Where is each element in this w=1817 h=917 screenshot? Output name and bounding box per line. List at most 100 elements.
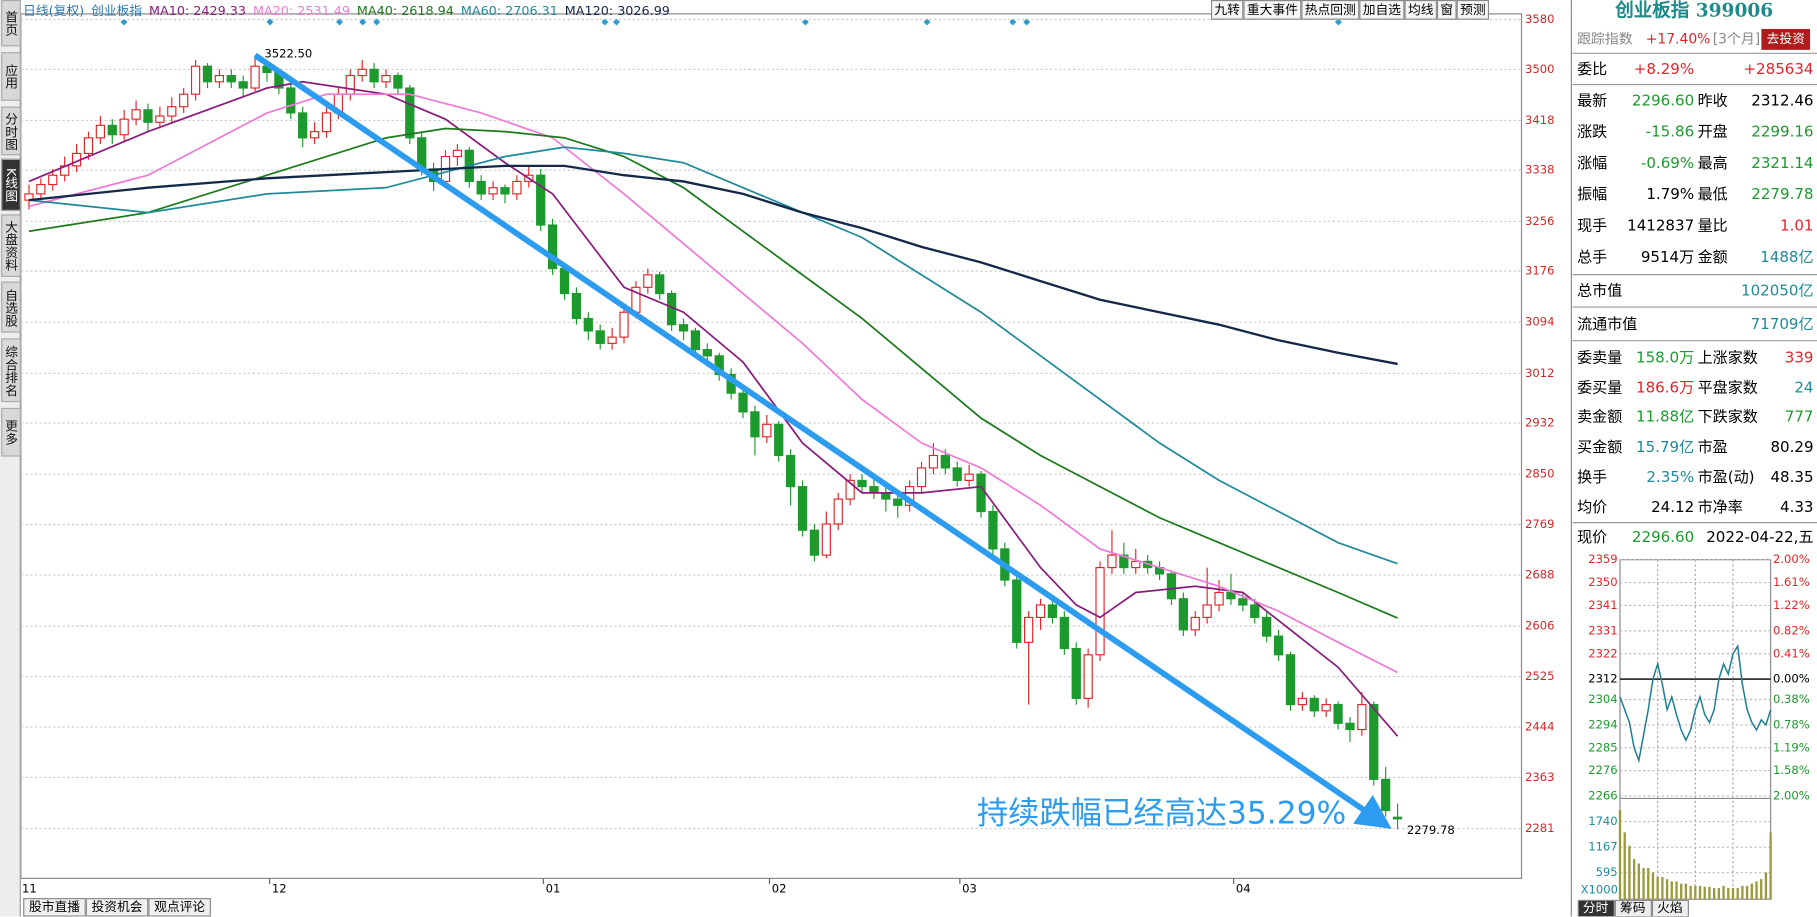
candle-body bbox=[964, 473, 974, 481]
candle-body bbox=[1357, 704, 1367, 731]
toolbar-button[interactable]: 九转 bbox=[1210, 0, 1244, 20]
quote-cell: 24 bbox=[1794, 379, 1813, 397]
quote-cell: 涨幅 bbox=[1577, 154, 1607, 172]
quote-cell: 最低 bbox=[1698, 185, 1728, 203]
candle-body bbox=[1071, 647, 1081, 699]
intraday-tab[interactable] bbox=[1614, 899, 1652, 917]
quote-cell: -0.69% bbox=[1641, 154, 1694, 172]
y-tick-label: 2769 bbox=[1525, 517, 1554, 531]
toolbar-button[interactable]: 热点回测 bbox=[1301, 0, 1360, 20]
quote-cell: +8.29% bbox=[1634, 60, 1694, 78]
invest-button[interactable] bbox=[1761, 28, 1811, 50]
invest-button-label: 去投资 bbox=[1767, 31, 1805, 47]
sidebar-tab[interactable]: 首页 bbox=[1, 0, 21, 47]
intraday-pct-label: 2.00% bbox=[1773, 789, 1810, 803]
candle-body bbox=[1202, 604, 1212, 618]
candle-body bbox=[1238, 598, 1248, 606]
volume-tick-label: 595 bbox=[1596, 865, 1618, 879]
candle-body bbox=[1226, 591, 1236, 600]
bottom-tab[interactable]: 股市直播 bbox=[23, 898, 86, 917]
candle-body bbox=[1107, 554, 1117, 569]
candle-body bbox=[405, 87, 415, 139]
volume-bar bbox=[1764, 872, 1768, 900]
candle-body bbox=[809, 529, 820, 556]
candle-body bbox=[595, 330, 605, 344]
intraday-tab[interactable] bbox=[1577, 899, 1615, 917]
quote-cell: 1488亿 bbox=[1760, 248, 1813, 266]
volume-bar bbox=[1632, 859, 1636, 900]
sidebar-tab[interactable]: 更多 bbox=[1, 407, 21, 457]
intraday-pct-label: 0.38% bbox=[1773, 692, 1810, 706]
intraday-y-label: 2350 bbox=[1588, 575, 1617, 589]
y-tick-label: 3176 bbox=[1525, 264, 1554, 278]
toolbar-button[interactable]: 重大事件 bbox=[1243, 0, 1302, 20]
candle-body bbox=[952, 467, 962, 481]
quote-cell: 2022-04-22,五 bbox=[1706, 528, 1813, 546]
candle-body bbox=[1297, 697, 1307, 706]
candle-body bbox=[547, 224, 558, 270]
volume-bar bbox=[1750, 883, 1753, 900]
index-name: 创业板指 bbox=[91, 3, 143, 19]
candle-body bbox=[286, 87, 296, 114]
candle-body bbox=[821, 523, 831, 556]
sidebar-tab[interactable]: 大盘资料 bbox=[1, 214, 21, 277]
intraday-tab[interactable] bbox=[1651, 899, 1689, 917]
sidebar-tab[interactable]: 综合排名 bbox=[1, 338, 21, 403]
volume-tick-label: 1740 bbox=[1588, 814, 1617, 828]
candle-body bbox=[678, 324, 689, 332]
candle-body bbox=[571, 292, 582, 320]
toolbar-button[interactable]: 均线 bbox=[1404, 0, 1437, 20]
volume-bar bbox=[1717, 888, 1721, 900]
bottom-tab[interactable]: 观点评论 bbox=[148, 898, 211, 917]
volume-bar bbox=[1712, 888, 1716, 900]
quote-cell: 市净率 bbox=[1698, 498, 1743, 516]
sidebar-tab[interactable]: 分时图 bbox=[1, 106, 21, 156]
quote-cell: 平盘家数 bbox=[1698, 379, 1758, 397]
candle-body bbox=[345, 74, 355, 95]
sidebar-tab[interactable]: 应用 bbox=[1, 52, 21, 101]
intraday-pct-label: 1.22% bbox=[1773, 598, 1810, 612]
x-tick-label: 02 bbox=[772, 881, 787, 895]
candle-body bbox=[1047, 604, 1058, 618]
candle-body bbox=[893, 498, 903, 506]
intraday-pct-label: 1.19% bbox=[1773, 740, 1810, 754]
candle-body bbox=[143, 109, 153, 123]
quote-cell: 现手 bbox=[1577, 216, 1607, 234]
quote-cell: -15.86 bbox=[1646, 123, 1695, 141]
y-tick-label: 3338 bbox=[1525, 163, 1554, 177]
toolbar-button[interactable]: 预测 bbox=[1456, 0, 1490, 20]
toolbar-button[interactable]: 加自选 bbox=[1359, 0, 1405, 20]
ma-line bbox=[28, 164, 1398, 366]
toolbar-button[interactable]: 窗 bbox=[1436, 0, 1457, 20]
volume-bar bbox=[1703, 886, 1706, 900]
candle-body bbox=[36, 183, 46, 195]
quote-cell: 市盈(动) bbox=[1698, 468, 1755, 486]
quote-cell: 委比 bbox=[1577, 60, 1607, 78]
bottom-tab[interactable]: 投资机会 bbox=[85, 898, 149, 917]
candle-body bbox=[1262, 616, 1272, 637]
intraday-y-label: 2285 bbox=[1588, 740, 1617, 754]
intraday-tab-label: 火焰 bbox=[1657, 901, 1682, 916]
candle-body bbox=[976, 473, 986, 513]
intraday-y-label: 2266 bbox=[1588, 789, 1617, 803]
candle-body bbox=[309, 131, 320, 139]
volume-bar bbox=[1656, 876, 1659, 900]
volume-bar bbox=[1741, 885, 1744, 900]
trend-arrow bbox=[253, 52, 1392, 829]
track-item: 跟踪指数 bbox=[1577, 31, 1633, 47]
ma-line bbox=[28, 80, 1399, 737]
y-tick-label: 2688 bbox=[1525, 568, 1554, 582]
high-label: 3522.50 bbox=[264, 47, 312, 61]
low-label: 2279.78 bbox=[1407, 823, 1455, 837]
sidebar-tab[interactable]: 自选股 bbox=[1, 281, 21, 333]
candle-body bbox=[488, 187, 498, 195]
quote-cell: 2.35% bbox=[1646, 468, 1694, 486]
sidebar-tab[interactable]: K线图 bbox=[1, 158, 21, 211]
volume-bar bbox=[1708, 886, 1711, 900]
candles bbox=[24, 55, 1403, 830]
candle-body bbox=[762, 423, 772, 438]
candle-body bbox=[500, 187, 510, 195]
volume-bar bbox=[1736, 888, 1739, 900]
